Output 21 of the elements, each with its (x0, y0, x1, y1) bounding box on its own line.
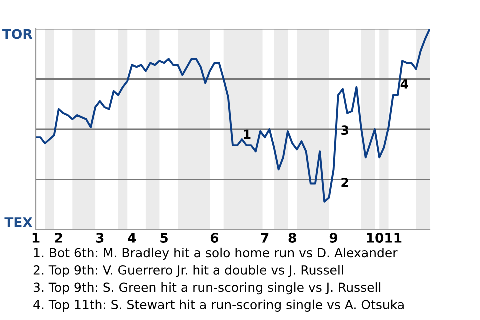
x-tick-label: 1 (32, 233, 40, 243)
x-tick-label: 11 (386, 233, 402, 243)
text: TEX (4, 218, 33, 228)
annotation: 3 (342, 126, 348, 136)
x-tick-label: 7 (261, 233, 269, 243)
annotation: 1 (244, 130, 251, 139)
x-tick-label: 4 (128, 233, 136, 243)
annotation: 2 (342, 178, 348, 188)
text: 2. Top 9th: V. Guerrero Jr. hit a double vs J. Russell (34, 265, 344, 278)
text: TOR (2, 29, 33, 40)
text: 4. Top 11th: S. Stewart hit a run-scoring single vs A. Otsuka (34, 300, 404, 312)
text: 3. Top 9th: S. Green hit a run-scoring single vs J. Russell (34, 282, 381, 295)
x-tick-label: 8 (288, 233, 296, 243)
x-tick-label: 9 (330, 233, 338, 243)
text: 1. Bot 6th: M. Bradley hit a solo home run vs D. Alexander (34, 248, 398, 260)
x-tick-label: 3 (96, 233, 104, 243)
x-tick-label: 2 (55, 233, 62, 243)
annotation: 4 (400, 80, 408, 89)
x-tick-label: 6 (210, 233, 219, 243)
x-tick-label: 10 (367, 233, 384, 243)
x-tick-label: 5 (160, 233, 168, 243)
